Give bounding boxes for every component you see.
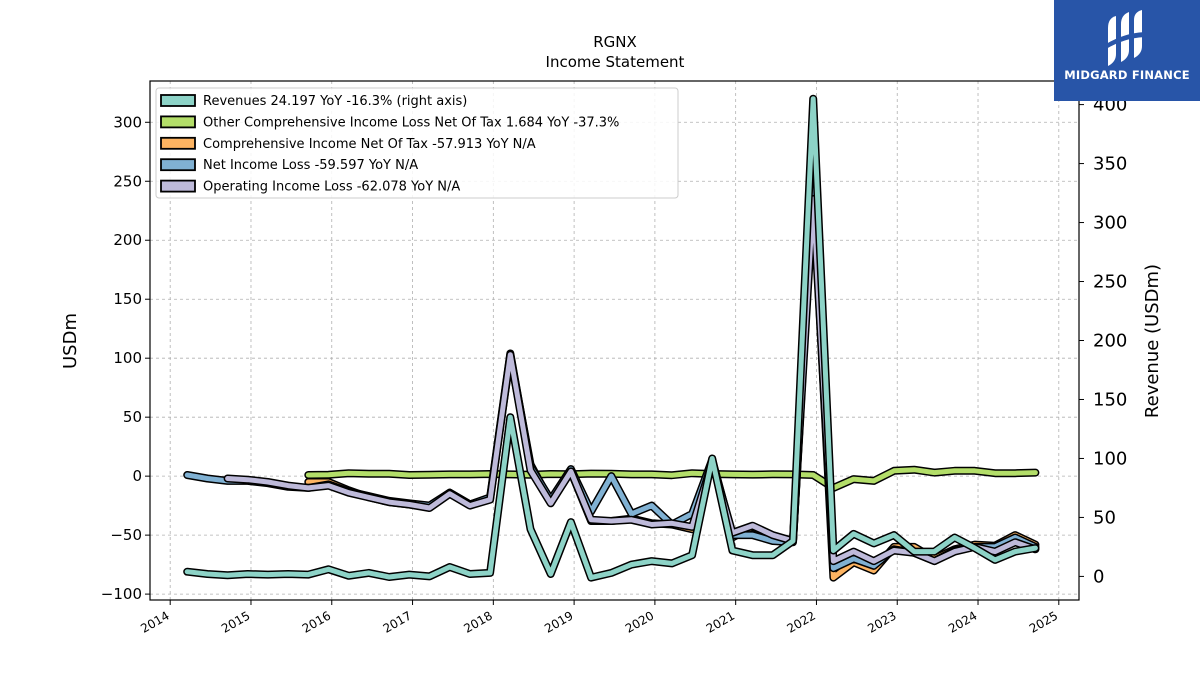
x-tick-label: 2019 bbox=[542, 608, 575, 635]
series-4 bbox=[223, 195, 1040, 566]
y2-tick-label: 300 bbox=[1093, 213, 1127, 234]
y-tick-label: −50 bbox=[110, 526, 142, 544]
y2-tick-label: 50 bbox=[1093, 507, 1116, 528]
y2-axis-label: Revenue (USDm) bbox=[1142, 264, 1163, 418]
series-line bbox=[184, 96, 1038, 581]
series-line bbox=[225, 196, 1038, 564]
legend-box bbox=[155, 87, 679, 199]
x-tick-label: 2023 bbox=[865, 608, 898, 635]
y2-tick-label: 100 bbox=[1093, 448, 1127, 469]
series-line bbox=[305, 467, 1038, 491]
legend-entry: Operating Income Loss -62.078 YoY N/A bbox=[203, 180, 460, 195]
series-0 bbox=[183, 94, 1040, 582]
x-tick-label: 2017 bbox=[381, 608, 414, 635]
y-tick-label: 150 bbox=[113, 290, 142, 308]
x-tick-label: 2018 bbox=[461, 608, 494, 635]
y2-tick-label: 250 bbox=[1093, 272, 1127, 293]
legend-swatch bbox=[160, 136, 196, 150]
legend-swatch bbox=[160, 94, 196, 107]
series-1 bbox=[304, 465, 1040, 492]
y2-tick-label: 150 bbox=[1093, 389, 1127, 410]
x-tick-label: 2020 bbox=[623, 608, 656, 635]
brand-name: MIDGARD FINANCE bbox=[1064, 68, 1190, 82]
series-line-outline bbox=[183, 180, 1040, 573]
x-tick-label: 2024 bbox=[946, 608, 979, 635]
x-tick-label: 2015 bbox=[219, 608, 252, 635]
y-tick-label: 200 bbox=[113, 231, 142, 249]
y-tick-label: 250 bbox=[113, 172, 142, 190]
y2-tick-label: 200 bbox=[1093, 331, 1127, 352]
series-lines bbox=[183, 94, 1040, 582]
legend-swatch bbox=[160, 158, 196, 172]
y-tick-label: 300 bbox=[113, 113, 142, 131]
x-tick-label: 2021 bbox=[704, 608, 737, 635]
y-tick-label: 100 bbox=[113, 349, 142, 367]
y-tick-label: 50 bbox=[123, 408, 142, 426]
y2-tick-label: 0 bbox=[1093, 566, 1104, 587]
legend-entry: Other Comprehensive Income Loss Net Of T… bbox=[203, 115, 619, 130]
legend-entry: Net Income Loss -59.597 YoY N/A bbox=[203, 158, 418, 173]
x-axis-ticks: 2014 2015 2016 2017 2018 2019 2020 2021 2022 2023… bbox=[138, 600, 1060, 636]
y2-tick-label: 350 bbox=[1093, 154, 1127, 175]
legend-entry: Comprehensive Income Net Of Tax -57.913 … bbox=[203, 137, 536, 152]
midgard-logo-icon bbox=[1106, 10, 1148, 66]
legend-entry: Revenues 24.197 YoY -16.3% (right axis) bbox=[203, 94, 467, 109]
series-3 bbox=[183, 180, 1040, 573]
y-axis-label: USDm bbox=[60, 313, 81, 369]
brand-logo-box: MIDGARD FINANCE bbox=[1054, 0, 1200, 101]
legend: Revenues 24.197 YoY -16.3% (right axis) O… bbox=[155, 87, 679, 199]
x-tick-label: 2025 bbox=[1027, 608, 1060, 635]
y-tick-label: −100 bbox=[101, 585, 142, 603]
chart-title: RGNX bbox=[593, 33, 637, 51]
legend-swatch bbox=[160, 179, 196, 193]
x-tick-label: 2016 bbox=[300, 608, 333, 635]
x-tick-label: 2014 bbox=[138, 608, 171, 635]
x-tick-label: 2022 bbox=[785, 608, 818, 635]
left-axis-ticks: −100 −50 0 50 100 150 200 250 300 bbox=[101, 113, 150, 603]
legend-swatch bbox=[160, 115, 196, 129]
chart-subtitle: Income Statement bbox=[546, 53, 685, 71]
series-line bbox=[184, 182, 1038, 571]
y-tick-label: 0 bbox=[132, 467, 142, 485]
